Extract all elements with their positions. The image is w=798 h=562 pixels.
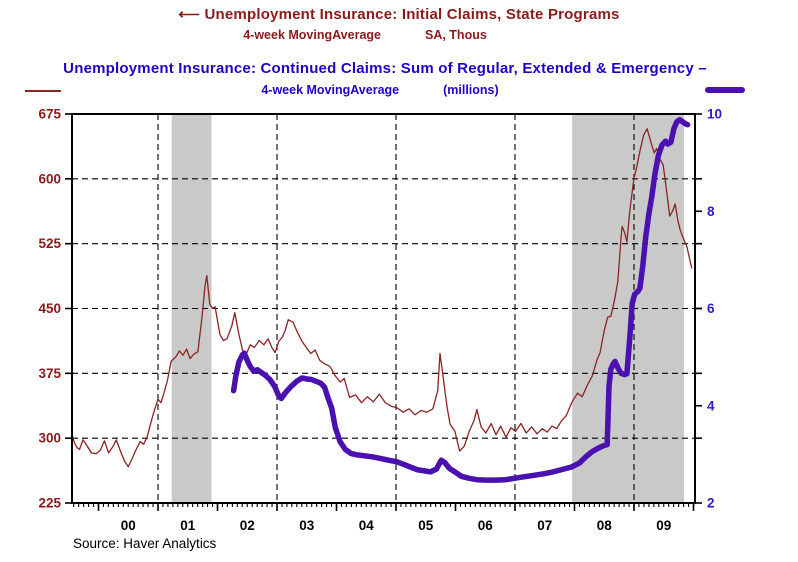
initial-claims-subtitle-ma: 4-week MovingAverage	[243, 28, 381, 42]
svg-text:8: 8	[707, 204, 715, 219]
svg-text:375: 375	[38, 366, 61, 381]
left-axis-tick-labels: 675 600 525 450 375 300 225	[38, 107, 61, 511]
svg-text:225: 225	[38, 496, 61, 511]
svg-text:4: 4	[707, 398, 715, 413]
right-axis-tick-labels: 10 8 6 4 2	[707, 107, 722, 511]
svg-text:08: 08	[597, 518, 613, 533]
left-axis-series-legend-line	[25, 90, 61, 92]
axis-ticks	[65, 113, 702, 511]
continued-claims-subtitle-units: (millions)	[443, 83, 499, 97]
svg-text:525: 525	[38, 236, 61, 251]
svg-text:00: 00	[121, 518, 136, 533]
series-continued-claims	[230, 117, 691, 483]
continued-claims-subtitle-ma: 4-week MovingAverage	[261, 83, 400, 97]
svg-text:600: 600	[38, 171, 61, 186]
svg-text:02: 02	[240, 518, 255, 533]
continued-claims-title: Unemployment Insurance: Continued Claims…	[63, 60, 707, 77]
svg-text:06: 06	[478, 518, 494, 533]
svg-text:09: 09	[656, 518, 671, 533]
source-note: Source: Haver Analytics	[73, 536, 217, 551]
continued-claims-subtitle: 4-week MovingAverage (millions)	[0, 83, 760, 97]
initial-claims-subtitle: 4-week MovingAverage SA, Thous	[0, 28, 730, 42]
svg-text:10: 10	[707, 107, 722, 122]
svg-text:450: 450	[38, 301, 61, 316]
right-axis-series-legend-line	[705, 87, 745, 93]
series-initial-claims	[71, 128, 693, 468]
initial-claims-title: ⟵ Unemployment Insurance: Initial Claims…	[178, 6, 620, 23]
svg-text:05: 05	[418, 518, 434, 533]
svg-text:03: 03	[299, 518, 315, 533]
initial-claims-subtitle-units: SA, Thous	[424, 28, 487, 42]
svg-text:2: 2	[707, 496, 715, 511]
svg-text:300: 300	[38, 431, 61, 446]
svg-text:675: 675	[38, 107, 61, 122]
x-axis-tick-labels: 00 01 02 03 04 05 06 07 08 09	[121, 518, 672, 533]
svg-text:01: 01	[180, 518, 196, 533]
svg-text:6: 6	[707, 301, 715, 316]
svg-text:04: 04	[359, 518, 375, 533]
svg-text:07: 07	[537, 518, 552, 533]
